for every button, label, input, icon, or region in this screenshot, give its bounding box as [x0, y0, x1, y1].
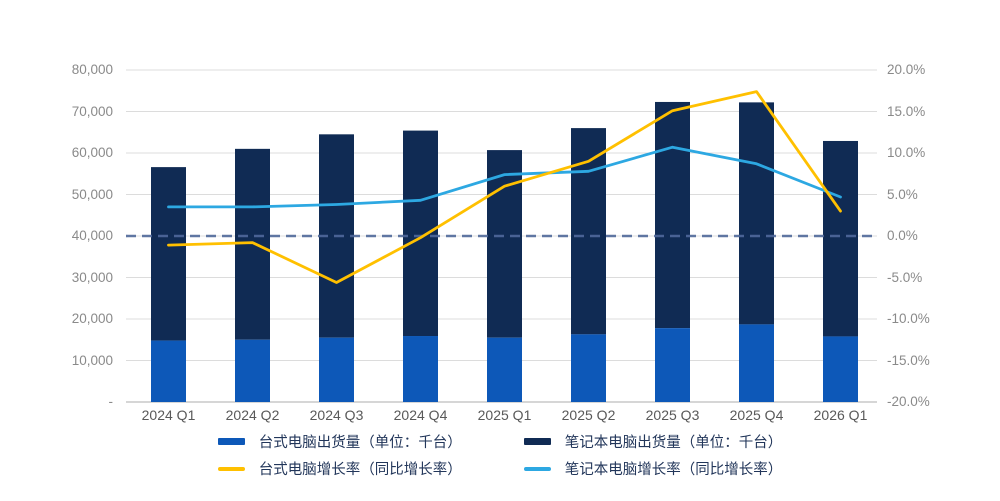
- desktop-growth-line-swatch-icon: [217, 466, 245, 471]
- bar-laptop-segment: [655, 101, 690, 329]
- right-axis-tick-label: 15.0%: [887, 103, 926, 119]
- right-axis-tick-label: -15.0%: [887, 352, 930, 368]
- left-axis-tick-label: -: [108, 394, 114, 409]
- left-axis-tick-label: 30,000: [71, 269, 113, 285]
- bar-laptop-segment: [151, 167, 186, 341]
- bar-laptop-segment: [403, 130, 438, 337]
- legend-item-desktop-shipments: 台式电脑出货量（单位：千台）: [217, 431, 462, 452]
- bar-desktop-segment: [151, 340, 186, 402]
- legend-label-desktop-shipments: 台式电脑出货量（单位：千台）: [258, 435, 462, 451]
- bar-desktop-segment: [487, 337, 522, 402]
- chart-legend: 台式电脑出货量（单位：千台） 笔记本电脑出货量（单位：千台） 台式电脑增长率（同…: [0, 431, 1000, 479]
- bar-laptop-segment: [571, 128, 606, 335]
- right-axis-tick-label: 20.0%: [887, 62, 926, 77]
- right-axis-tick-label: 10.0%: [887, 145, 926, 160]
- left-axis-tick-label: 50,000: [71, 186, 113, 202]
- laptop-shipments-bar-swatch-icon: [523, 438, 551, 445]
- laptop-growth-line-swatch-icon: [523, 466, 551, 471]
- x-axis-tick-label: 2024 Q1: [141, 407, 196, 423]
- x-axis-tick-label: 2025 Q3: [645, 407, 700, 423]
- left-axis-tick-label: 40,000: [71, 228, 113, 243]
- bar-laptop-segment: [823, 140, 858, 337]
- right-axis-tick-label: 5.0%: [887, 186, 918, 202]
- bar-laptop-segment: [739, 102, 774, 325]
- right-axis-tick-label: -20.0%: [887, 394, 930, 409]
- x-axis-tick-label: 2024 Q3: [309, 407, 364, 423]
- bar-desktop-segment: [235, 339, 270, 402]
- left-axis-tick-label: 80,000: [71, 62, 113, 77]
- legend-item-laptop-shipments: 笔记本电脑出货量（单位：千台）: [523, 431, 783, 452]
- left-axis-tick-label: 60,000: [71, 145, 113, 160]
- laptop-growth-line: [167, 145, 842, 209]
- left-axis-tick-label: 70,000: [71, 103, 113, 119]
- bar-desktop-segment: [823, 336, 858, 402]
- x-axis-tick-label: 2025 Q1: [477, 407, 532, 423]
- x-axis-tick-label: 2025 Q4: [729, 407, 784, 423]
- x-axis-tick-label: 2024 Q2: [225, 407, 280, 423]
- right-axis-tick-label: 0.0%: [887, 228, 918, 243]
- legend-item-desktop-growth: 台式电脑增长率（同比增长率）: [217, 458, 462, 479]
- legend-label-laptop-growth: 笔记本电脑增长率（同比增长率）: [564, 462, 783, 478]
- left-axis-tick-label: 10,000: [71, 352, 113, 368]
- right-axis-tick-label: -10.0%: [887, 311, 930, 326]
- legend-label-desktop-growth: 台式电脑增长率（同比增长率）: [258, 462, 462, 478]
- x-axis-tick-label: 2024 Q4: [393, 407, 448, 423]
- legend-item-laptop-growth: 笔记本电脑增长率（同比增长率）: [523, 458, 783, 479]
- bar-desktop-segment: [571, 334, 606, 402]
- bar-desktop-segment: [655, 328, 690, 402]
- bar-desktop-segment: [739, 324, 774, 402]
- x-axis-tick-label: 2026 Q1: [813, 407, 868, 423]
- legend-label-laptop-shipments: 笔记本电脑出货量（单位：千台）: [564, 435, 783, 451]
- x-axis-tick-label: 2025 Q2: [561, 407, 616, 423]
- right-axis-tick-label: -5.0%: [887, 269, 923, 285]
- left-axis-tick-label: 20,000: [71, 311, 113, 326]
- bar-desktop-segment: [319, 337, 354, 402]
- bar-desktop-segment: [403, 336, 438, 402]
- desktop-growth-line: [167, 90, 842, 284]
- desktop-shipments-bar-swatch-icon: [217, 438, 245, 445]
